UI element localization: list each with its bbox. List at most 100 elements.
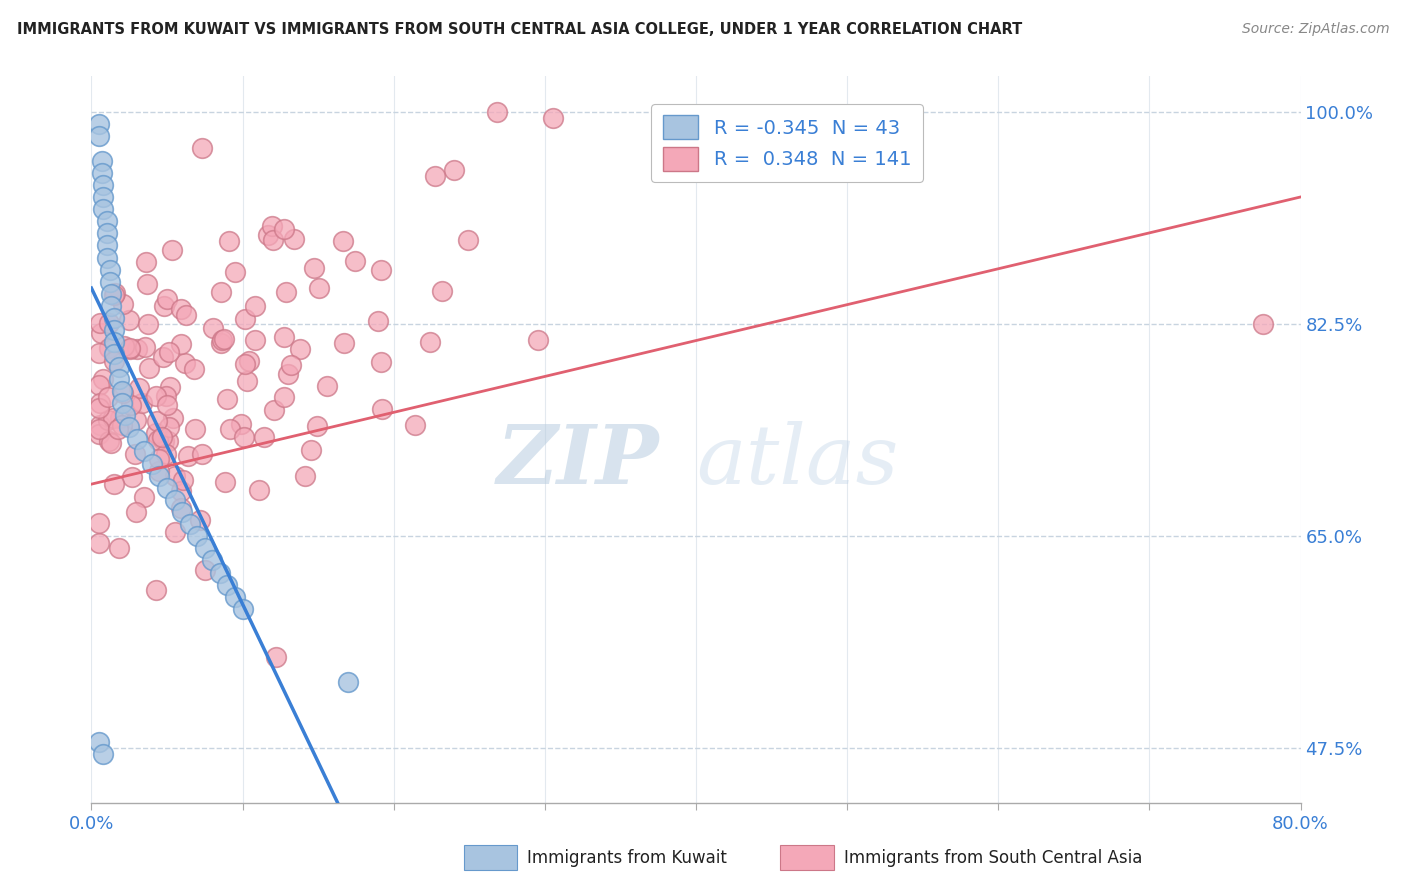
Point	[153, 434, 176, 448]
Point	[87, 378, 110, 392]
Point	[111, 384, 132, 398]
Point	[148, 464, 170, 478]
Point	[103, 477, 125, 491]
Point	[104, 285, 127, 300]
Point	[202, 321, 225, 335]
Point	[231, 602, 253, 616]
Point	[131, 396, 153, 410]
Point	[98, 262, 121, 277]
Point	[93, 190, 115, 204]
Point	[308, 281, 330, 295]
Point	[337, 674, 360, 689]
Point	[457, 233, 479, 247]
Point	[108, 541, 131, 555]
Point	[157, 420, 180, 434]
Point	[176, 450, 198, 464]
Point	[148, 468, 170, 483]
Point	[257, 227, 280, 242]
Point	[125, 505, 148, 519]
Point	[87, 427, 110, 442]
Point	[186, 529, 208, 543]
Point	[155, 397, 177, 411]
Point	[89, 417, 111, 432]
Point	[172, 505, 194, 519]
Point	[233, 357, 256, 371]
Point	[97, 341, 120, 355]
Point	[87, 516, 110, 531]
Point	[134, 340, 156, 354]
Point	[121, 470, 143, 484]
Point	[146, 433, 169, 447]
Point	[307, 419, 329, 434]
Point	[370, 355, 392, 369]
Point	[118, 313, 141, 327]
Point	[273, 390, 295, 404]
Point	[145, 390, 167, 404]
Point	[145, 582, 167, 597]
Point	[103, 347, 125, 361]
Point	[253, 430, 276, 444]
Point	[96, 251, 118, 265]
Point	[183, 362, 205, 376]
Point	[100, 299, 122, 313]
Point	[425, 169, 447, 184]
Point	[107, 359, 129, 374]
Point	[294, 469, 316, 483]
Point	[170, 337, 193, 351]
Point	[87, 129, 110, 144]
Point	[277, 367, 299, 381]
Point	[243, 299, 266, 313]
Point	[87, 345, 110, 359]
Point	[163, 492, 186, 507]
Text: atlas: atlas	[696, 421, 898, 501]
Point	[209, 335, 232, 350]
Point	[194, 541, 217, 556]
Point	[91, 372, 114, 386]
Point	[264, 649, 287, 664]
Point	[98, 275, 121, 289]
Point	[162, 411, 184, 425]
Point	[170, 301, 193, 316]
Point	[217, 578, 239, 592]
Point	[370, 263, 392, 277]
Point	[211, 333, 233, 347]
Point	[280, 358, 302, 372]
Point	[100, 287, 122, 301]
Point	[333, 336, 356, 351]
Point	[208, 566, 231, 580]
Point	[541, 112, 564, 126]
Point	[165, 468, 187, 483]
Point	[209, 285, 232, 300]
Point	[1251, 317, 1274, 331]
Point	[90, 326, 112, 340]
Point	[150, 431, 173, 445]
Point	[120, 398, 142, 412]
Point	[165, 525, 187, 540]
Point	[156, 481, 179, 495]
Point	[107, 422, 129, 436]
Point	[170, 484, 193, 499]
Point	[87, 735, 110, 749]
Point	[148, 452, 170, 467]
Point	[263, 234, 285, 248]
Point	[371, 402, 394, 417]
Point	[485, 105, 508, 120]
Point	[201, 553, 224, 567]
Point	[112, 297, 135, 311]
Point	[120, 343, 142, 357]
Point	[111, 396, 132, 410]
Point	[299, 443, 322, 458]
Point	[160, 244, 183, 258]
Point	[93, 202, 115, 216]
Point	[238, 353, 260, 368]
Point	[260, 219, 283, 233]
Point	[87, 117, 110, 131]
Point	[273, 221, 295, 235]
Point	[141, 457, 163, 471]
Point	[224, 590, 246, 604]
Point	[247, 483, 270, 498]
Point	[170, 501, 193, 516]
Point	[152, 350, 174, 364]
Point	[243, 334, 266, 348]
Legend: R = -0.345  N = 43, R =  0.348  N = 141: R = -0.345 N = 43, R = 0.348 N = 141	[651, 103, 922, 182]
